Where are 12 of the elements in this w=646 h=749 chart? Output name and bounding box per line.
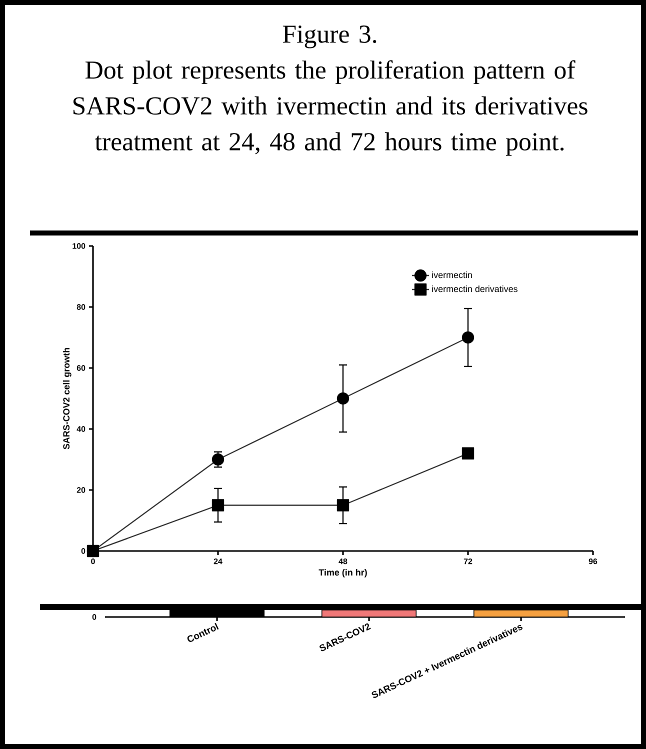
- x-axis-title: Time (in hr): [318, 568, 367, 578]
- point: [86, 544, 100, 558]
- point: [462, 331, 474, 344]
- point: [336, 499, 350, 512]
- point: [336, 392, 350, 405]
- point: [212, 499, 224, 512]
- point: [462, 447, 474, 460]
- y-axis-title: SARS-COV2 cell growth: [62, 348, 72, 450]
- chart-title: Figure 3.: [282, 26, 376, 48]
- legend-label: ivermectin: [432, 272, 472, 278]
- legend-label: ivermectin derivatives: [432, 286, 518, 292]
- chart-subtitle: Dot plot represents the proliferation pattern of SARS-COV2 with ivermectin and its derivatives treatment at 24, 48 and 72 hours time point.: [73, 60, 588, 156]
